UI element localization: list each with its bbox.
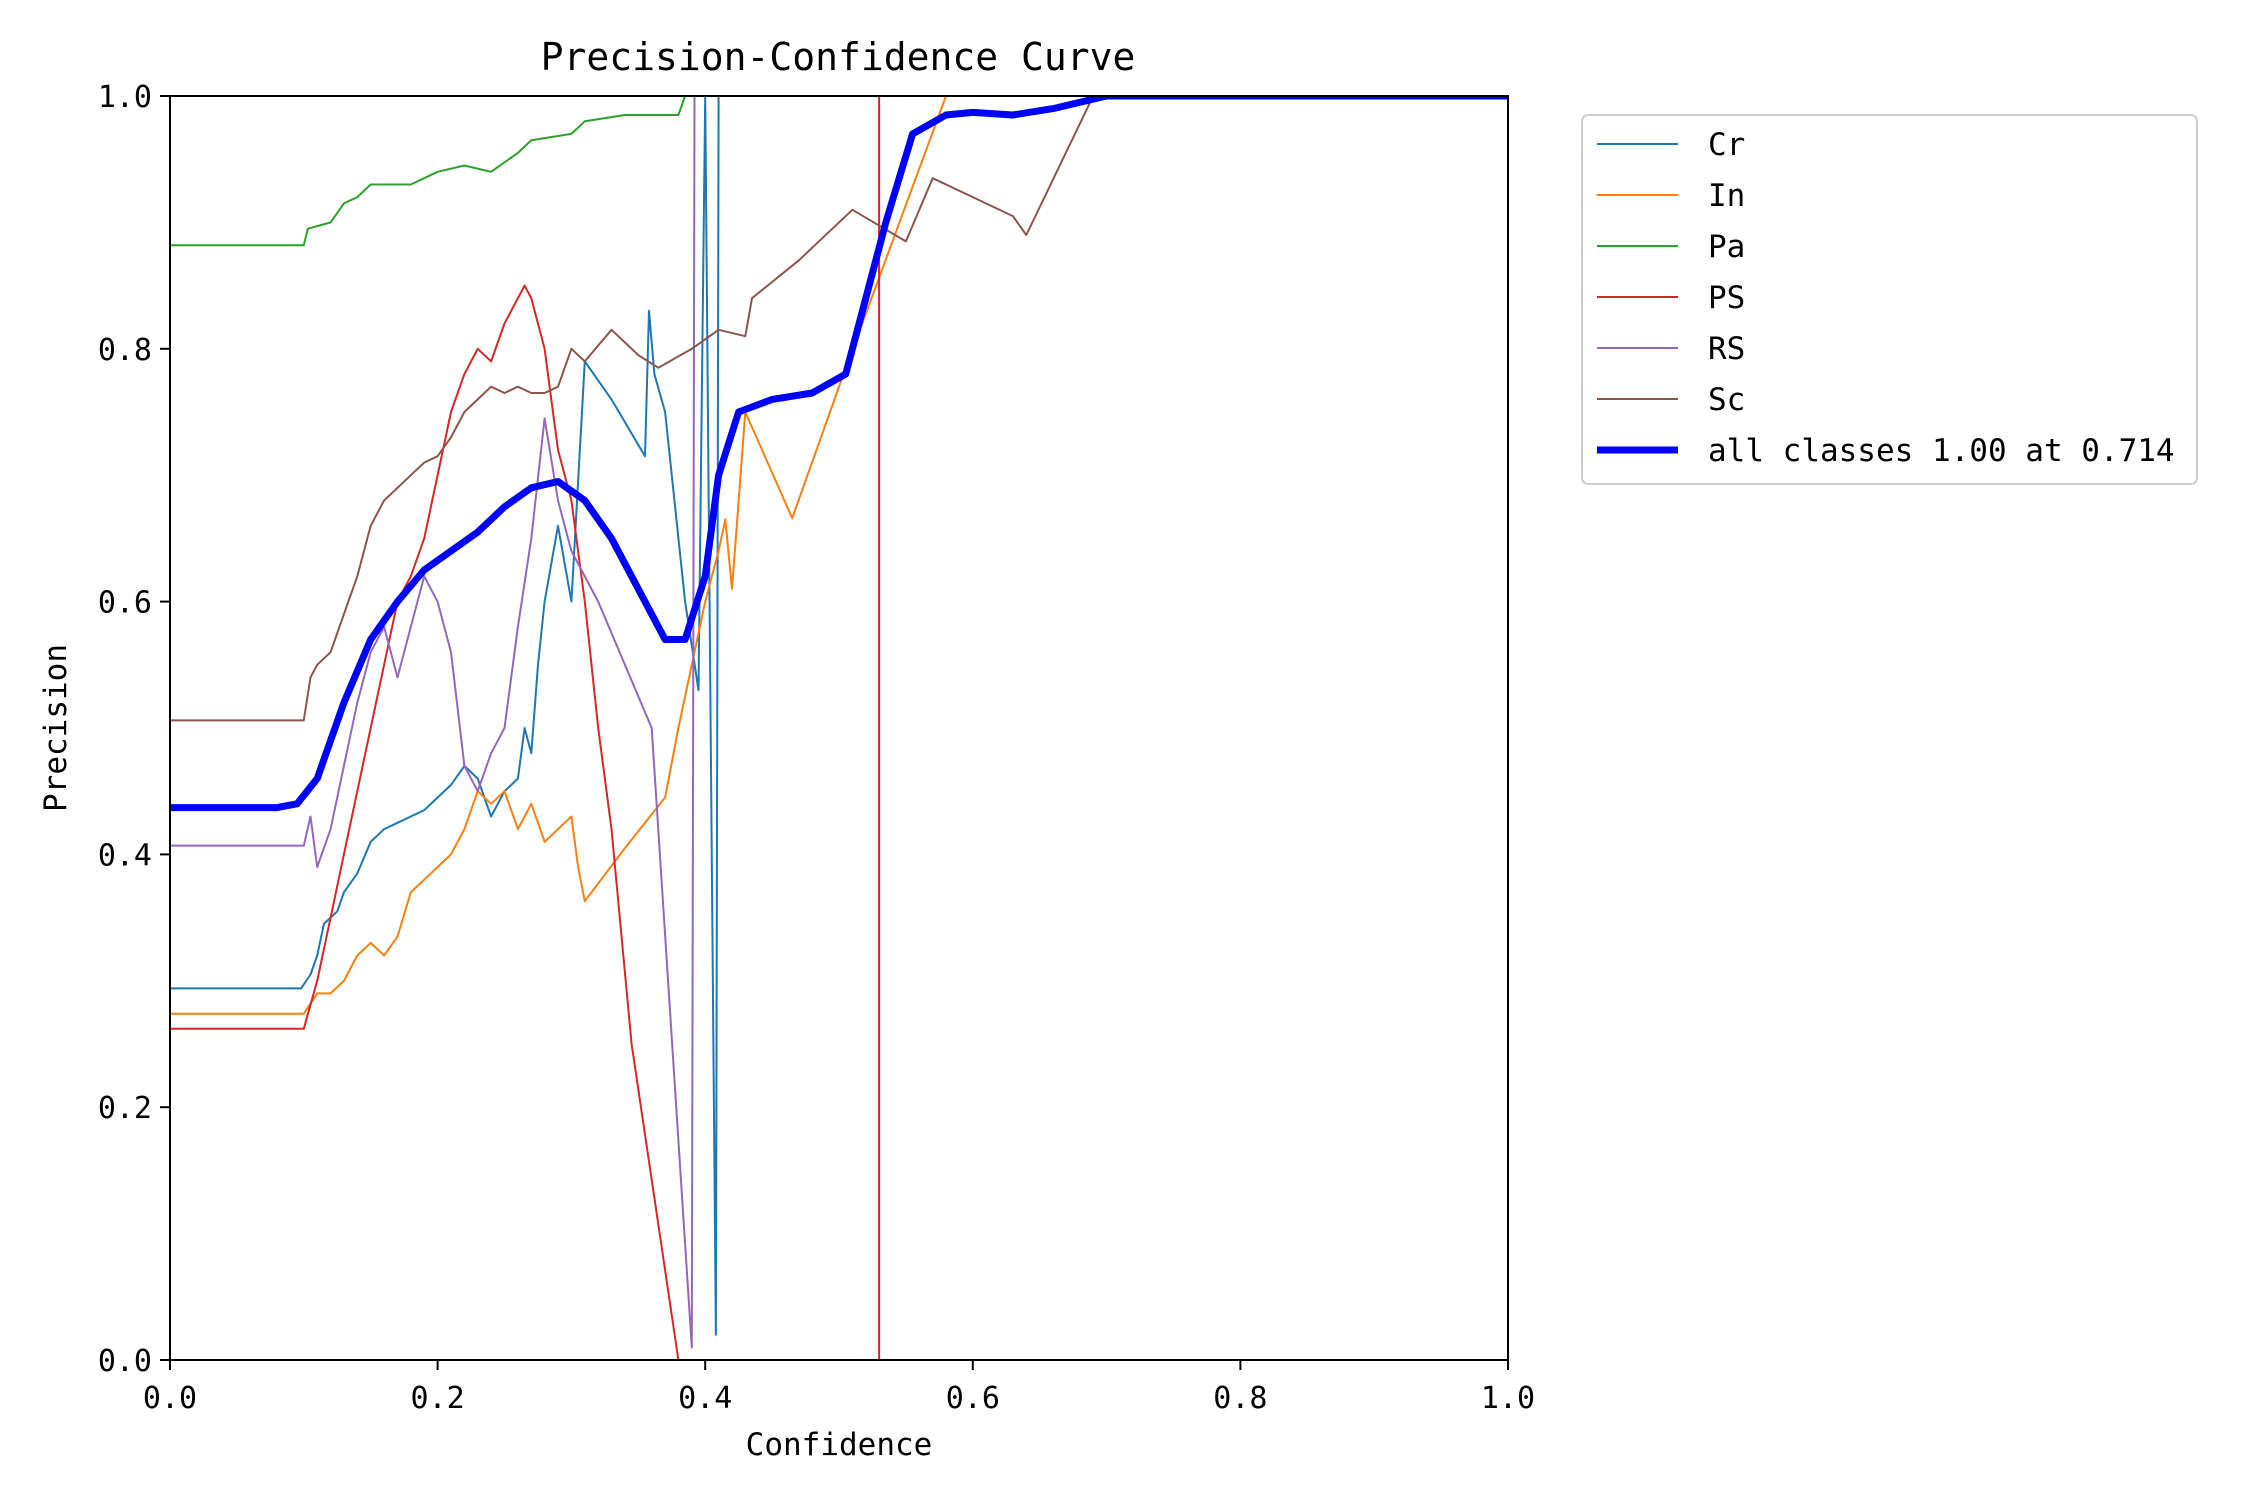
x-tick-label: 1.0	[1481, 1381, 1535, 1416]
plot-frame	[169, 95, 1509, 1361]
series-line-5	[170, 96, 1508, 722]
legend-label-3: PS	[1708, 280, 1745, 316]
legend-label-5: Sc	[1708, 382, 1745, 418]
legend-label-2: Pa	[1708, 229, 1745, 265]
y-tick-label: 0.6	[98, 586, 152, 621]
y-tick-label: 0.0	[98, 1344, 152, 1379]
legend-label-4: RS	[1708, 331, 1745, 367]
y-tick-label: 1.0	[98, 80, 152, 115]
y-tick-label: 0.8	[98, 333, 152, 368]
legend: Cr In Pa PS RS Sc all classes 1.00 at 0.714	[1581, 114, 2198, 485]
legend-box	[1581, 114, 2198, 485]
legend-label-1: In	[1708, 178, 1745, 214]
x-axis-ticks: 0.0 0.2 0.4 0.6 0.8 1.0	[143, 1360, 1535, 1416]
series-line-0	[170, 96, 1508, 1336]
x-axis-label: Confidence	[746, 1427, 933, 1463]
legend-label-6: all classes 1.00 at 0.714	[1708, 433, 2175, 469]
series-line-2	[170, 96, 1508, 247]
series-layer	[170, 96, 1508, 1360]
series-line-3	[170, 96, 1508, 1360]
y-axis-label: Precision	[38, 644, 74, 812]
chart-title: Precision-Confidence Curve	[541, 35, 1136, 79]
series-line-4	[170, 96, 1508, 1349]
x-tick-label: 0.4	[678, 1381, 732, 1416]
x-tick-label: 0.0	[143, 1381, 197, 1416]
series-line-6	[170, 96, 1508, 812]
y-axis-ticks: 0.0 0.2 0.4 0.6 0.8 1.0	[98, 80, 170, 1379]
y-tick-label: 0.2	[98, 1091, 152, 1126]
series-line-1	[170, 96, 1508, 1015]
y-tick-label: 0.4	[98, 838, 152, 873]
x-tick-label: 0.2	[411, 1381, 465, 1416]
legend-label-0: Cr	[1708, 127, 1745, 163]
x-tick-label: 0.8	[1213, 1381, 1267, 1416]
x-tick-label: 0.6	[946, 1381, 1000, 1416]
